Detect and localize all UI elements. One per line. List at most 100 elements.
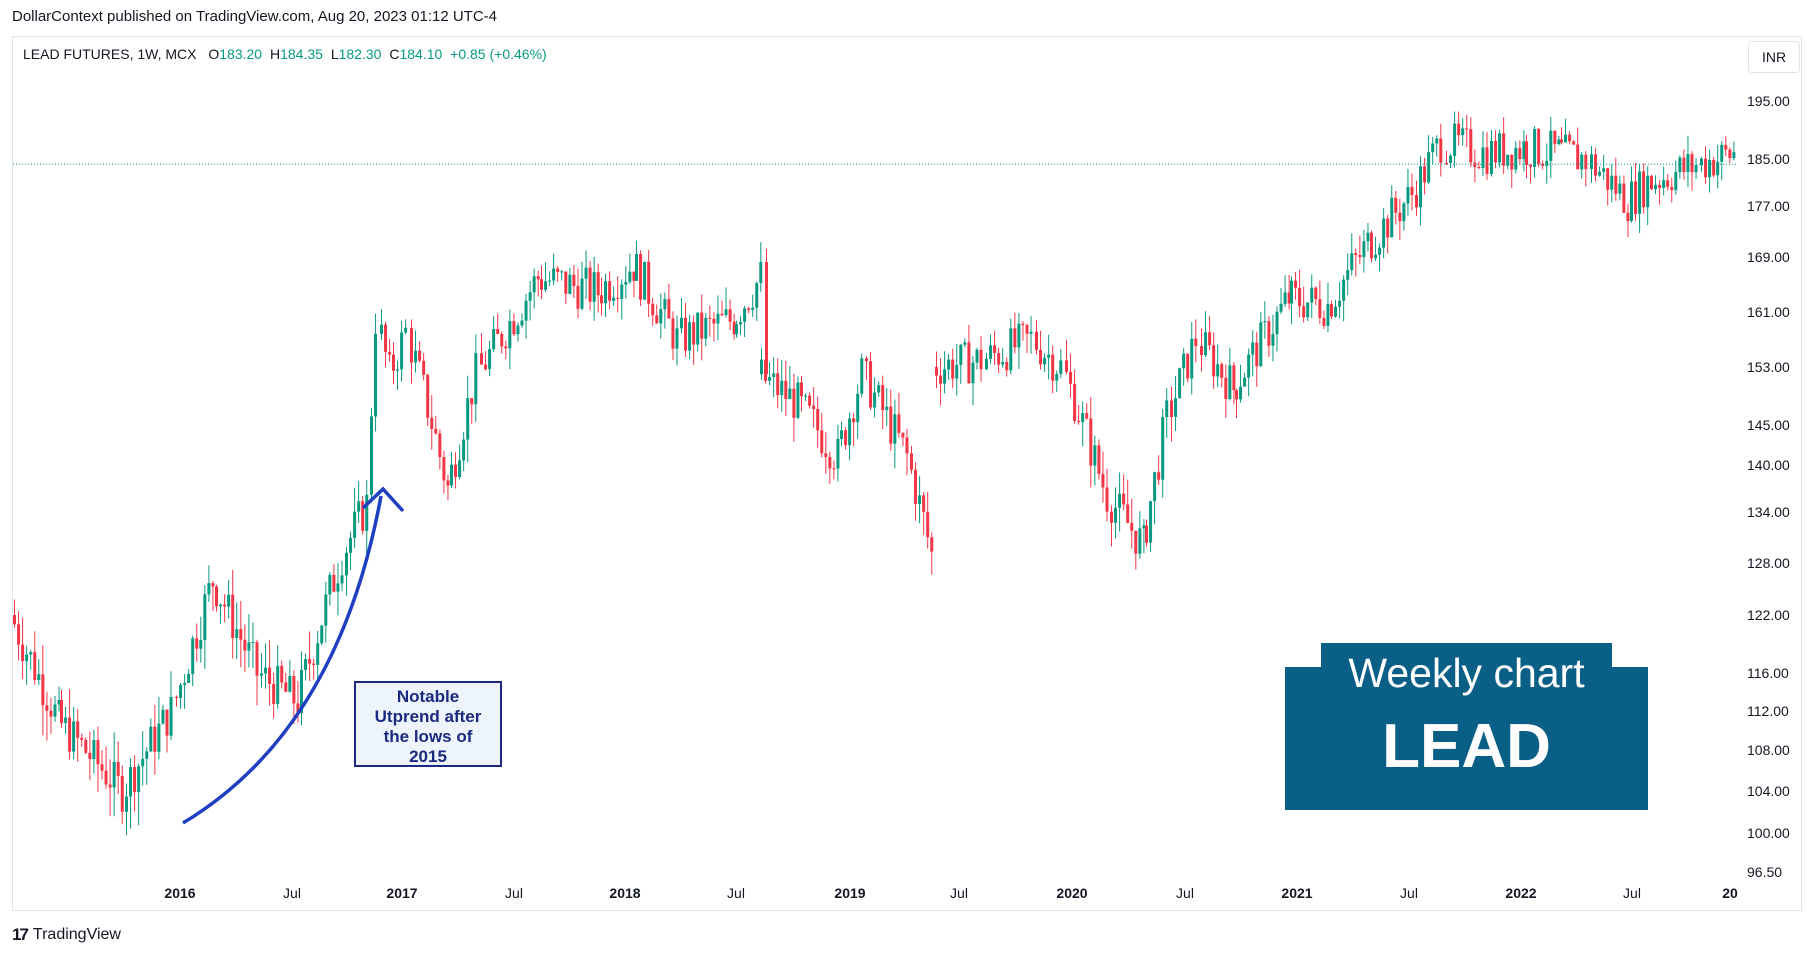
candle-body (860, 358, 864, 394)
candle-body (869, 361, 873, 408)
candle-body (856, 393, 860, 423)
candle-body (1039, 349, 1043, 365)
candle-body (1021, 323, 1025, 326)
candle-body (943, 369, 947, 384)
price-tick-label: 153.00 (1747, 359, 1790, 375)
candle-body (1186, 353, 1190, 379)
candle-body (1716, 161, 1720, 176)
candle-body (788, 388, 792, 400)
candle-body (454, 464, 458, 478)
candle-body (280, 665, 284, 683)
candle-body (183, 683, 187, 685)
candle-body (1322, 318, 1326, 326)
candle-body (792, 388, 796, 418)
candle-body (832, 468, 836, 470)
candle-body (1310, 287, 1314, 303)
badge-symbol: LEAD (1382, 712, 1551, 781)
candle-body (885, 406, 889, 411)
candle-body (776, 373, 780, 396)
candle-body (508, 321, 512, 349)
candle-body (1239, 386, 1243, 400)
time-tick-label: 2017 (386, 885, 417, 901)
candle-body (1306, 302, 1310, 318)
candle-body (21, 644, 25, 662)
candle-body (926, 511, 930, 538)
price-tick-label: 177.00 (1747, 198, 1790, 214)
candle-body (374, 333, 378, 417)
candle-body (536, 276, 540, 280)
candle-body (418, 350, 422, 361)
candle-body (901, 432, 905, 438)
candle-body (108, 784, 112, 788)
candle-body (1449, 155, 1453, 163)
candle-body (600, 295, 603, 304)
candle-body (1255, 342, 1259, 367)
candle-body (1654, 184, 1658, 190)
candle-body (755, 283, 759, 308)
candle-body (392, 354, 395, 371)
candle-body (1646, 175, 1650, 208)
candle-body (1386, 218, 1390, 238)
candle-body (1130, 522, 1134, 531)
candle-body (1481, 147, 1485, 169)
candle-body (1642, 171, 1646, 208)
candle-body (1522, 141, 1526, 160)
candle-body (804, 395, 808, 397)
price-tick-label: 128.00 (1747, 555, 1790, 571)
price-tick-label: 169.00 (1747, 249, 1790, 265)
candle-body (905, 437, 909, 454)
candle-body (881, 385, 885, 411)
close-value: 184.10 (399, 46, 443, 62)
candle-body (361, 501, 365, 531)
candle-body (975, 349, 979, 363)
price-tick-label: 122.00 (1747, 607, 1790, 623)
candle-body (45, 705, 49, 711)
candle-body (512, 321, 516, 335)
candle-body (1457, 123, 1461, 136)
candle-body (1170, 400, 1173, 417)
candle-body (1118, 493, 1122, 508)
candle-body (1431, 143, 1435, 153)
currency-button[interactable]: INR (1748, 41, 1800, 73)
candle-body (1469, 129, 1473, 163)
time-tick-label: 2018 (609, 885, 640, 901)
candle-body (1537, 129, 1541, 164)
price-tick-label: 134.00 (1747, 504, 1790, 520)
candle-body (1069, 371, 1073, 384)
candle-body (112, 761, 116, 788)
price-tick-label: 195.00 (1747, 93, 1790, 109)
candle-body (474, 353, 478, 405)
candle-body (1190, 338, 1194, 379)
candle-body (1263, 321, 1267, 323)
candle-body (812, 405, 816, 410)
candle-body (1572, 141, 1576, 145)
candle-body (1142, 525, 1146, 529)
candle-body (1564, 134, 1568, 143)
candle-body (340, 575, 344, 584)
candle-body (1465, 128, 1469, 130)
candle-body (1498, 133, 1502, 163)
candle-body (1712, 159, 1716, 176)
candle-body (470, 398, 474, 405)
time-tick-label: Jul (505, 885, 523, 901)
candle-body (989, 345, 993, 359)
candle-body (1580, 154, 1584, 170)
candle-body (997, 353, 1001, 365)
candle-body (284, 682, 288, 692)
candle-body (231, 594, 235, 639)
candle-body (33, 652, 37, 680)
candle-body (820, 430, 824, 454)
candle-body (1077, 420, 1081, 423)
tradingview-logo[interactable]: 17 TradingView (12, 925, 121, 945)
candle-body (588, 267, 592, 302)
candle-body (1097, 445, 1101, 474)
candle-body (1690, 154, 1694, 173)
ohlc-legend: LEAD FUTURES, 1W, MCX O183.20 H184.35 L1… (23, 46, 547, 62)
open-value: 183.20 (219, 46, 263, 62)
time-tick-label: Jul (1623, 885, 1641, 901)
candle-body (532, 276, 536, 293)
candle-body (1374, 254, 1378, 259)
candle-body (696, 312, 700, 345)
candle-body (1126, 504, 1130, 523)
